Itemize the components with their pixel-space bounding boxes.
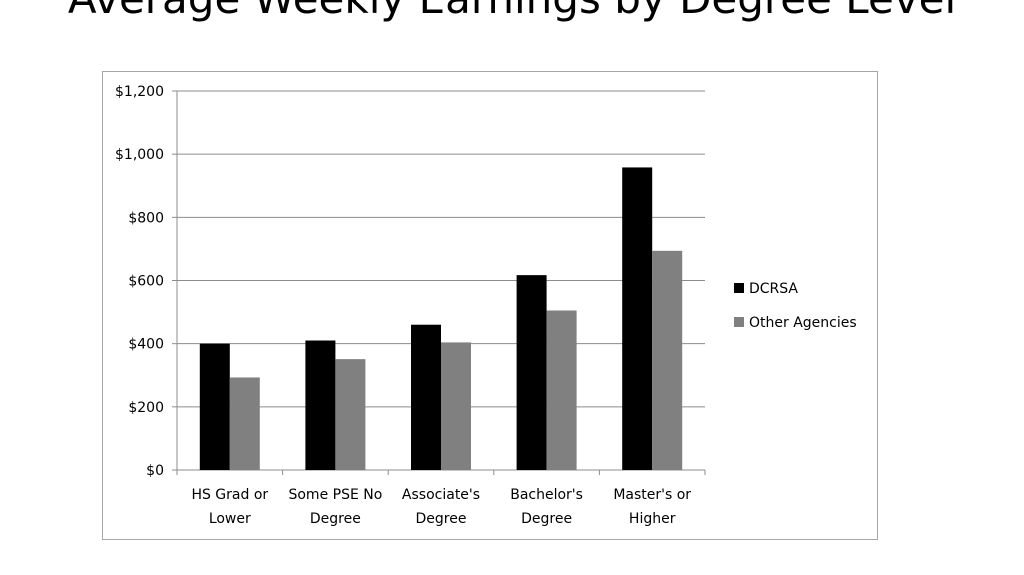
y-tick-label: $1,000 (115, 147, 164, 163)
x-tick-label: Higher (629, 511, 676, 527)
slide-title: Average Weekly Earnings by Degree Level (0, 0, 1024, 26)
bar-dcrsa (411, 324, 441, 470)
legend-swatch (734, 317, 744, 327)
bar-other-agencies (335, 359, 366, 470)
bar-dcrsa (305, 340, 336, 470)
x-tick-label: Some PSE No (288, 487, 382, 503)
y-tick-label: $200 (128, 400, 164, 416)
bar-dcrsa (622, 167, 653, 470)
legend-label: Other Agencies (749, 315, 857, 331)
x-tick-label: Degree (521, 511, 572, 527)
legend-swatch (734, 283, 744, 293)
x-tick-label: Degree (310, 511, 361, 527)
x-tick-label: Degree (416, 511, 467, 527)
y-tick-label: $600 (128, 274, 164, 290)
y-tick-label: $1,200 (115, 84, 164, 100)
x-tick-label: Associate's (402, 487, 480, 503)
x-tick-label: Master's or (613, 487, 691, 503)
bar-dcrsa (516, 275, 547, 470)
bar-other-agencies (546, 310, 577, 470)
y-tick-label: $0 (146, 463, 164, 479)
y-tick-label: $400 (128, 337, 164, 353)
bar-other-agencies (652, 250, 683, 470)
legend-label: DCRSA (749, 281, 798, 297)
x-tick-label: Bachelor's (510, 487, 583, 503)
y-tick-label: $800 (128, 210, 164, 226)
x-tick-label: HS Grad or (191, 487, 268, 503)
bar-other-agencies (441, 342, 471, 470)
bar-other-agencies (229, 377, 260, 470)
x-tick-label: Lower (209, 511, 251, 527)
bar-dcrsa (199, 343, 230, 470)
